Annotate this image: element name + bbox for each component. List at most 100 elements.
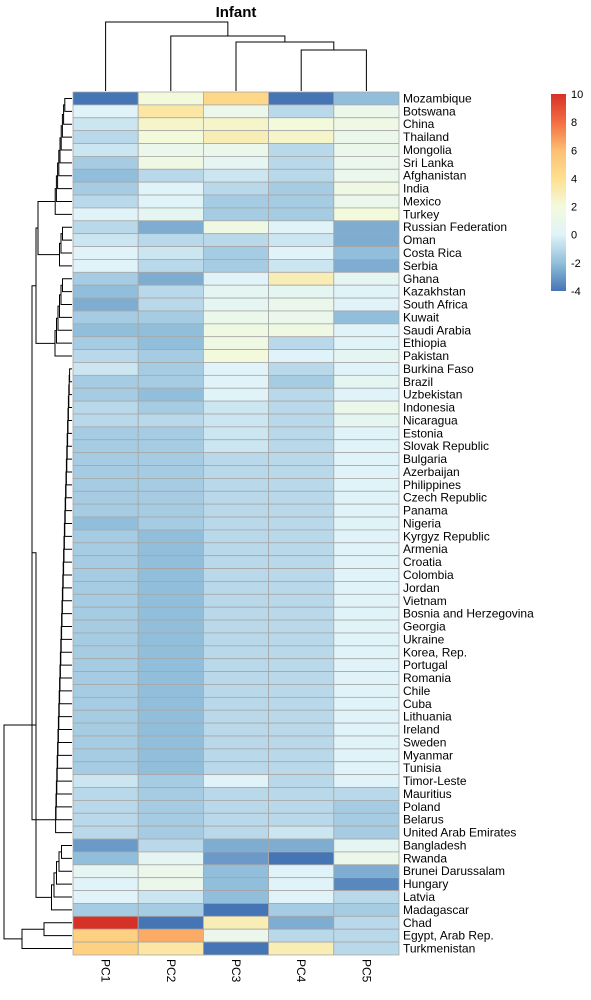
heatmap-cells [72, 91, 400, 956]
row-label: Azerbaijan [403, 465, 460, 479]
heatmap-cell [137, 426, 204, 441]
heatmap-cell [268, 568, 335, 582]
heatmap-cell [202, 941, 269, 956]
heatmap-cell [333, 593, 400, 608]
heatmap-cell [333, 490, 400, 505]
heatmap-cell [202, 851, 269, 866]
heatmap-cell [268, 117, 335, 132]
heatmap-cell [137, 194, 204, 209]
heatmap-cell [72, 336, 139, 351]
heatmap-cell [72, 413, 139, 428]
heatmap-cell [333, 465, 400, 479]
heatmap-cell [137, 516, 204, 531]
heatmap-cell [268, 645, 335, 660]
heatmap-cell [268, 838, 335, 853]
row-label: Pakistan [403, 349, 449, 363]
heatmap-cell [72, 851, 139, 866]
heatmap-cell [268, 168, 335, 183]
heatmap-cell [333, 812, 400, 827]
row-label: Tunisia [403, 761, 442, 775]
heatmap-cell [72, 91, 139, 106]
row-label: Colombia [403, 568, 454, 582]
heatmap-cell [72, 284, 139, 299]
heatmap-cell [268, 452, 335, 466]
heatmap-cell [268, 581, 335, 595]
heatmap-cell [268, 709, 335, 724]
heatmap-cell [202, 632, 269, 647]
row-label: Bulgaria [403, 452, 447, 466]
heatmap-cell [333, 400, 400, 415]
heatmap-cell [137, 220, 204, 235]
heatmap-cell [137, 903, 204, 917]
heatmap-cell [137, 349, 204, 363]
heatmap-cell [268, 864, 335, 879]
heatmap-cell [72, 117, 139, 132]
heatmap-cell [72, 606, 139, 621]
row-label: Chile [403, 684, 431, 698]
heatmap-cell [137, 233, 204, 247]
heatmap-cell [268, 104, 335, 119]
heatmap-cell [137, 928, 204, 943]
heatmap-cell [72, 568, 139, 582]
row-label: Sri Lanka [403, 156, 454, 170]
heatmap-cell [202, 619, 269, 634]
row-label: Bosnia and Herzegovina [403, 607, 534, 621]
heatmap-cell [72, 130, 139, 144]
heatmap-cell [137, 915, 204, 930]
heatmap-cell [72, 233, 139, 247]
heatmap-cell [333, 181, 400, 196]
heatmap-cell [72, 490, 139, 505]
heatmap-cell [202, 735, 269, 750]
heatmap-cell [202, 748, 269, 763]
heatmap-cell [333, 284, 400, 299]
heatmap-cell [202, 104, 269, 119]
heatmap-cell [137, 735, 204, 750]
row-label: Hungary [403, 877, 448, 891]
row-label: South Africa [403, 298, 468, 312]
heatmap-cell [137, 155, 204, 170]
row-label: Ireland [403, 723, 440, 737]
row-label: Brunei Darussalam [403, 864, 505, 878]
heatmap-cell [268, 465, 335, 479]
row-label: Cuba [403, 697, 432, 711]
heatmap-cell [333, 413, 400, 428]
heatmap-cell [333, 143, 400, 157]
heatmap-cell [72, 181, 139, 196]
heatmap-cell [333, 851, 400, 866]
heatmap-cell [268, 632, 335, 647]
heatmap-cell [137, 568, 204, 582]
heatmap-cell [72, 439, 139, 454]
heatmap-cell [137, 503, 204, 518]
legend-tick-label: -4 [571, 286, 581, 298]
heatmap-cell [202, 516, 269, 531]
heatmap-cell [202, 297, 269, 312]
heatmap-cell [72, 143, 139, 157]
heatmap-cell [202, 645, 269, 660]
legend-colorbar [551, 94, 566, 291]
heatmap-cell [268, 130, 335, 144]
heatmap-cell [72, 465, 139, 479]
heatmap-cell [72, 645, 139, 660]
heatmap-cell [72, 220, 139, 235]
heatmap-cell [268, 606, 335, 621]
heatmap-cell [268, 877, 335, 891]
heatmap-cell [72, 246, 139, 260]
row-label: Armenia [403, 542, 448, 556]
heatmap-cell [268, 259, 335, 273]
heatmap-cell [333, 220, 400, 235]
heatmap-cell [202, 606, 269, 621]
legend-tick-label: -2 [571, 258, 581, 270]
heatmap-cell [72, 838, 139, 853]
heatmap-cell [202, 246, 269, 260]
heatmap-cell [268, 915, 335, 930]
heatmap-cell [333, 632, 400, 647]
heatmap-cell [72, 555, 139, 569]
heatmap-cell [137, 477, 204, 492]
heatmap-cell [137, 168, 204, 183]
heatmap-cell [137, 825, 204, 840]
row-label: Poland [403, 800, 440, 814]
heatmap-cell [72, 684, 139, 698]
heatmap-cell [333, 387, 400, 402]
heatmap-cell [202, 671, 269, 685]
heatmap-cell [268, 941, 335, 956]
